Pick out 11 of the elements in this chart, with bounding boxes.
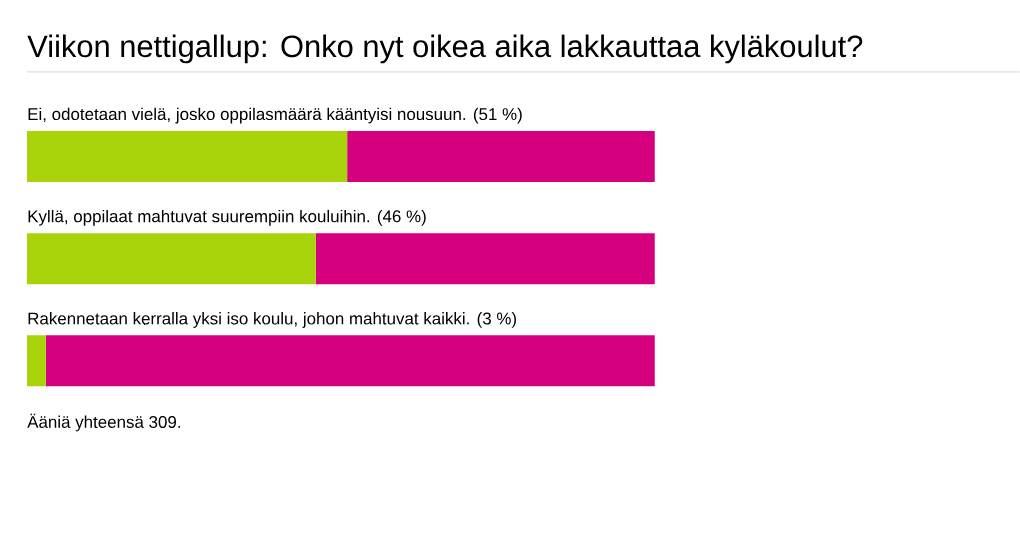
annotation: Ääniä yhteensä 309. — [27, 413, 180, 432]
bar — [315, 233, 655, 285]
bar — [347, 131, 655, 183]
chart-title: Viikon nettigallup: Onko nyt oikea aika lakkauttaa kyläkoulut? — [27, 34, 863, 64]
bar — [45, 335, 655, 387]
bar — [26, 131, 348, 183]
bar — [26, 233, 316, 285]
y-tick-label: Rakennetaan kerralla yksi iso koulu, johon mahtuvat kaikki. (3 %) — [28, 312, 517, 328]
y-tick-label: Ei, odotetaan vielä, josko oppilasmäärä kääntyisi nousuun. (51 %) — [28, 107, 522, 124]
bar — [26, 335, 46, 387]
y-tick-label: Kyllä, oppilaat mahtuvat suurempiin kouluihin. (46 %) — [28, 210, 426, 226]
